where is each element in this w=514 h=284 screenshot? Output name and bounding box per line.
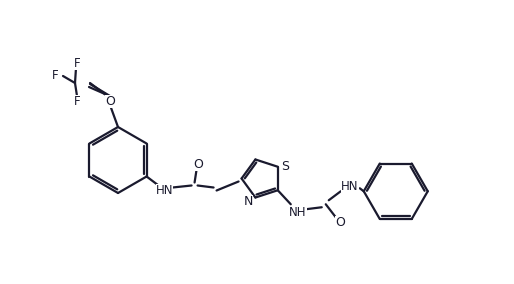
Text: O: O: [194, 158, 204, 171]
Text: HN: HN: [341, 180, 358, 193]
Text: S: S: [281, 160, 289, 173]
Text: N: N: [244, 195, 253, 208]
Text: HN: HN: [156, 184, 173, 197]
Text: F: F: [74, 95, 80, 108]
Text: O: O: [335, 216, 345, 229]
Text: F: F: [74, 57, 80, 70]
Text: F: F: [52, 68, 58, 82]
Text: NH: NH: [289, 206, 306, 219]
Text: O: O: [105, 95, 115, 108]
